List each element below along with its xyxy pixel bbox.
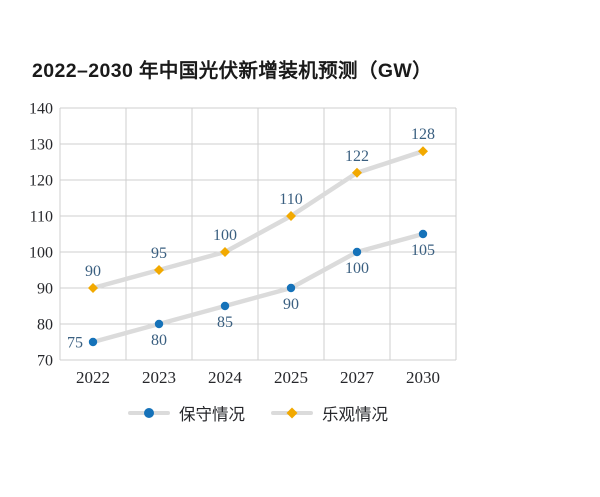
conservative-data-label: 100 (345, 260, 369, 277)
conservative-data-label: 85 (217, 314, 233, 331)
conservative-data-point-marker (220, 301, 230, 311)
conservative-data-point-marker (352, 247, 362, 257)
legend-item-optimistic: 乐观情况 (271, 401, 388, 425)
y-tick-label: 140 (29, 101, 53, 118)
legend-circle-marker-icon (128, 408, 170, 418)
legend-label-optimistic: 乐观情况 (322, 405, 388, 424)
conservative-data-point-marker (88, 337, 98, 347)
conservative-data-label: 80 (151, 332, 167, 349)
optimistic-data-label: 100 (213, 227, 237, 244)
legend-diamond-marker-icon (271, 407, 313, 419)
optimistic-data-point-marker (352, 167, 362, 178)
optimistic-data-label: 95 (151, 245, 167, 262)
conservative-data-point-marker (154, 319, 164, 329)
optimistic-data-label: 90 (85, 263, 101, 280)
y-tick-label: 100 (29, 245, 53, 262)
legend-label-conservative: 保守情况 (179, 405, 245, 424)
conservative-data-point-marker (286, 283, 296, 293)
optimistic-data-point-marker (88, 283, 98, 293)
conservative-series-line (90, 231, 426, 345)
y-tick-label: 80 (37, 317, 53, 334)
conservative-data-label: 90 (283, 296, 299, 313)
legend-marker-shape (286, 407, 298, 419)
optimistic-data-point-marker (154, 265, 164, 275)
conservative-data-point-marker (418, 229, 428, 239)
x-tick-label: 2030 (406, 368, 440, 387)
optimistic-data-label: 110 (279, 191, 302, 208)
x-tick-label: 2024 (208, 368, 243, 387)
legend-marker-shape (144, 408, 154, 418)
y-tick-label: 120 (29, 173, 53, 190)
optimistic-series-line (90, 148, 426, 291)
x-tick-label: 2025 (274, 368, 308, 387)
legend-item-conservative: 保守情况 (128, 401, 245, 425)
optimistic-data-label: 122 (345, 148, 369, 165)
y-tick-label: 70 (37, 353, 53, 370)
optimistic-data-point-marker (418, 146, 428, 157)
optimistic-data-point-marker (220, 247, 230, 257)
y-tick-label: 130 (29, 137, 53, 154)
chart-title: 2022–2030 年中国光伏新增装机预测（GW） (32, 60, 433, 82)
optimistic-data-point-marker (286, 211, 296, 221)
y-tick-label: 110 (30, 209, 53, 226)
optimistic-data-label: 128 (411, 126, 435, 143)
y-tick-label: 90 (37, 281, 53, 298)
x-tick-label: 2022 (76, 368, 110, 387)
x-tick-label: 2027 (340, 368, 375, 387)
conservative-data-label: 75 (67, 335, 83, 352)
x-tick-label: 2023 (142, 368, 176, 387)
chart-legend: 保守情况 乐观情况 (0, 401, 516, 425)
conservative-data-label: 105 (411, 242, 435, 259)
